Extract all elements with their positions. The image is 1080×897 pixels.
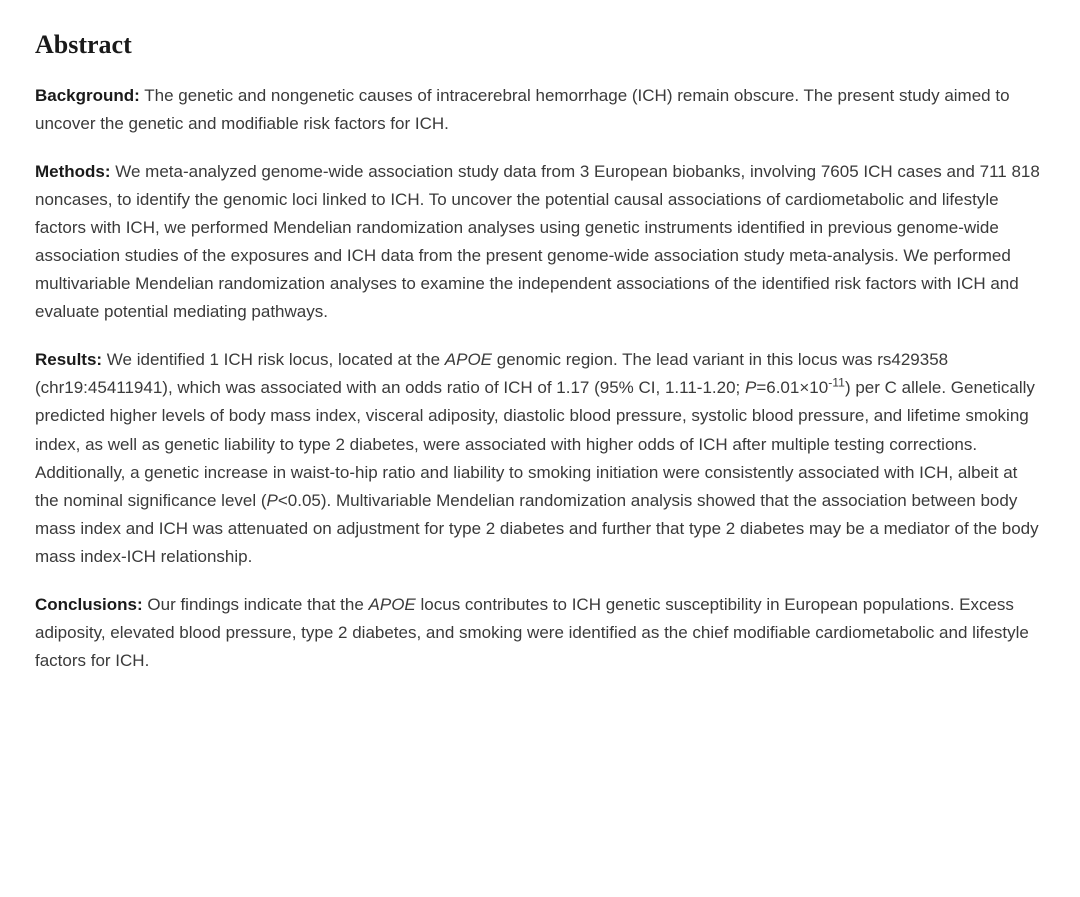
conclusions-section: Conclusions: Our findings indicate that … bbox=[35, 591, 1045, 675]
results-text-1: We identified 1 ICH risk locus, located … bbox=[102, 350, 445, 369]
methods-label: Methods: bbox=[35, 162, 111, 181]
background-text: The genetic and nongenetic causes of int… bbox=[35, 86, 1010, 133]
results-section: Results: We identified 1 ICH risk locus,… bbox=[35, 346, 1045, 570]
results-label: Results: bbox=[35, 350, 102, 369]
results-p-prefix: P bbox=[745, 378, 756, 397]
methods-text: We meta-analyzed genome-wide association… bbox=[35, 162, 1040, 321]
results-p2-prefix: P bbox=[267, 491, 278, 510]
background-section: Background: The genetic and nongenetic c… bbox=[35, 82, 1045, 138]
conclusions-gene-apoe: APOE bbox=[369, 595, 416, 614]
abstract-heading: Abstract bbox=[35, 30, 1045, 60]
results-p-equals: =6.01×10 bbox=[756, 378, 828, 397]
background-label: Background: bbox=[35, 86, 140, 105]
methods-section: Methods: We meta-analyzed genome-wide as… bbox=[35, 158, 1045, 326]
results-p-exponent: -11 bbox=[828, 376, 845, 390]
conclusions-label: Conclusions: bbox=[35, 595, 143, 614]
results-gene-apoe: APOE bbox=[445, 350, 492, 369]
conclusions-text-1: Our findings indicate that the bbox=[143, 595, 369, 614]
